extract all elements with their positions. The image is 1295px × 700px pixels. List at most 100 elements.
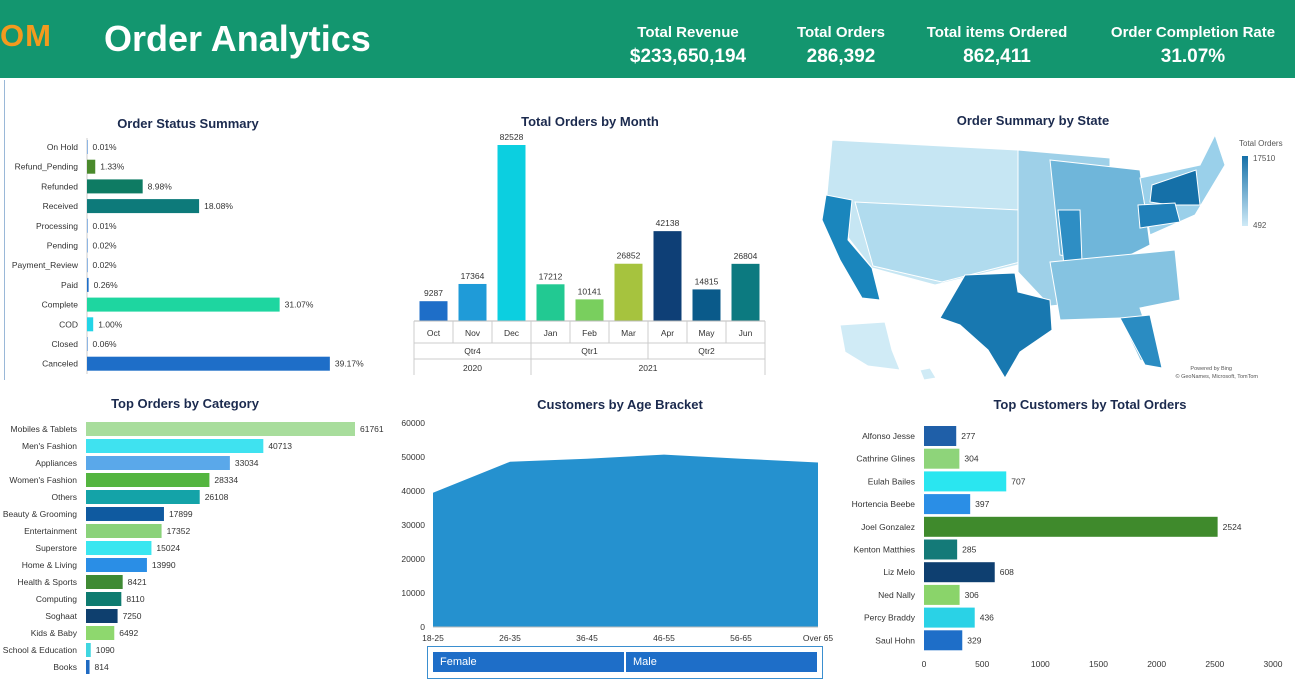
data-label: 436 xyxy=(980,613,994,623)
year-label: 2021 xyxy=(639,363,658,373)
map-legend-min: 492 xyxy=(1253,221,1267,230)
customer-label: Liz Melo xyxy=(883,567,915,577)
data-label: 329 xyxy=(967,635,981,645)
y-tick-label: 50000 xyxy=(401,452,425,462)
category-label: Women's Fashion xyxy=(9,475,77,485)
status-bar xyxy=(87,159,96,174)
category-bar xyxy=(86,456,230,470)
age-area xyxy=(433,454,818,627)
kpi-total-items: Total items Ordered 862,411 xyxy=(922,24,1072,68)
kpi-total-revenue: Total Revenue $233,650,194 xyxy=(618,24,758,68)
map-new-york xyxy=(1149,169,1201,206)
category-label: Computing xyxy=(36,594,77,604)
status-bar xyxy=(87,238,88,253)
status-bar xyxy=(87,199,200,214)
customer-label: Kenton Matthies xyxy=(854,545,915,555)
customer-bar xyxy=(924,630,963,651)
customer-label: Cathrine Glines xyxy=(856,454,915,464)
top-customers-title: Top Customers by Total Orders xyxy=(993,397,1187,412)
data-label: 0.01% xyxy=(93,221,118,231)
data-label: 306 xyxy=(965,590,979,600)
category-label: Mobiles & Tablets xyxy=(11,424,77,434)
state-map-title: Order Summary by State xyxy=(956,113,1110,128)
data-label: 285 xyxy=(962,545,976,555)
data-label: 17352 xyxy=(167,526,191,536)
month-bar xyxy=(536,284,565,321)
kpi-label: Total Orders xyxy=(796,24,886,41)
kpi-value: 286,392 xyxy=(806,46,876,67)
data-label: 26852 xyxy=(617,251,641,261)
data-label: 40713 xyxy=(268,441,292,451)
customer-label: Saul Hohn xyxy=(875,635,915,645)
data-label: 82528 xyxy=(500,132,524,142)
category-bar xyxy=(86,575,123,589)
customer-label: Ned Nally xyxy=(878,590,916,600)
data-label: 31.07% xyxy=(285,300,314,310)
data-label: 397 xyxy=(975,499,989,509)
map-southeast xyxy=(1049,249,1181,369)
month-tick-label: Apr xyxy=(661,328,674,338)
category-bar xyxy=(86,473,210,487)
month-bar xyxy=(497,145,526,321)
category-bar xyxy=(86,660,90,674)
map-attribution: © GeoNames, Microsoft, TomTom xyxy=(1176,373,1259,380)
data-label: 26108 xyxy=(205,492,229,502)
map-hawaii xyxy=(919,367,937,381)
x-tick-label: 2000 xyxy=(1147,659,1166,669)
y-tick-label: 0 xyxy=(420,622,425,632)
month-bar xyxy=(575,299,604,321)
category-label: Appliances xyxy=(35,458,77,468)
data-label: 17899 xyxy=(169,509,193,519)
category-label: Refunded xyxy=(41,181,78,191)
kpi-label: Total items Ordered xyxy=(926,24,1068,41)
category-label: COD xyxy=(59,319,78,329)
category-label: Home & Living xyxy=(22,560,78,570)
category-bar xyxy=(86,592,122,606)
category-label: Processing xyxy=(36,221,78,231)
map-mountain xyxy=(854,201,1021,283)
month-tick-label: Mar xyxy=(621,328,636,338)
status-bar xyxy=(87,277,89,292)
data-label: 608 xyxy=(1000,567,1014,577)
legend-male[interactable]: Male xyxy=(626,652,817,672)
age-bracket-chart: 0 10000 20000 30000 40000 50000 60000 18-25 26-3… xyxy=(401,418,833,643)
status-bar xyxy=(87,317,94,332)
status-bar xyxy=(87,337,88,351)
customer-bar xyxy=(924,562,995,583)
category-bar xyxy=(86,524,162,538)
panel-divider xyxy=(4,80,5,380)
legend-female[interactable]: Female xyxy=(433,652,624,672)
status-bar xyxy=(87,297,280,312)
status-bar xyxy=(87,179,143,194)
data-label: 1.33% xyxy=(100,162,125,172)
data-label: 18.08% xyxy=(204,201,233,211)
map-legend-max: 17510 xyxy=(1253,154,1276,163)
customer-bar xyxy=(924,607,975,628)
data-label: 814 xyxy=(95,662,109,672)
x-tick-label: 26-35 xyxy=(499,633,521,643)
status-bar xyxy=(87,356,330,371)
data-label: 8110 xyxy=(126,594,145,604)
x-tick-label: 1000 xyxy=(1031,659,1050,669)
category-label: Canceled xyxy=(42,359,78,369)
dashboard-header: OM Order Analytics Total Revenue $233,65… xyxy=(0,0,1295,78)
data-label: 304 xyxy=(964,454,978,464)
data-label: 8.98% xyxy=(148,181,173,191)
data-label: 13990 xyxy=(152,560,176,570)
map-legend-title: Total Orders xyxy=(1239,139,1283,148)
category-bar xyxy=(86,626,115,640)
customer-bar xyxy=(924,448,960,469)
kpi-value: $233,650,194 xyxy=(629,46,747,67)
data-label: 9287 xyxy=(424,288,443,298)
data-label: 39.17% xyxy=(335,359,364,369)
category-label: Soghaat xyxy=(45,611,77,621)
category-label: Payment_Review xyxy=(12,260,79,270)
status-bar xyxy=(87,140,88,154)
age-legend: Female Male xyxy=(427,646,823,679)
category-label: Health & Sports xyxy=(17,577,77,587)
month-bar xyxy=(419,301,448,321)
category-label: Paid xyxy=(61,280,78,290)
month-tick-label: Feb xyxy=(582,328,597,338)
category-label: Entertainment xyxy=(24,526,78,536)
order-status-chart: On Hold 0.01% Refund_Pending 1.33% Refunded 8… xyxy=(12,138,364,374)
